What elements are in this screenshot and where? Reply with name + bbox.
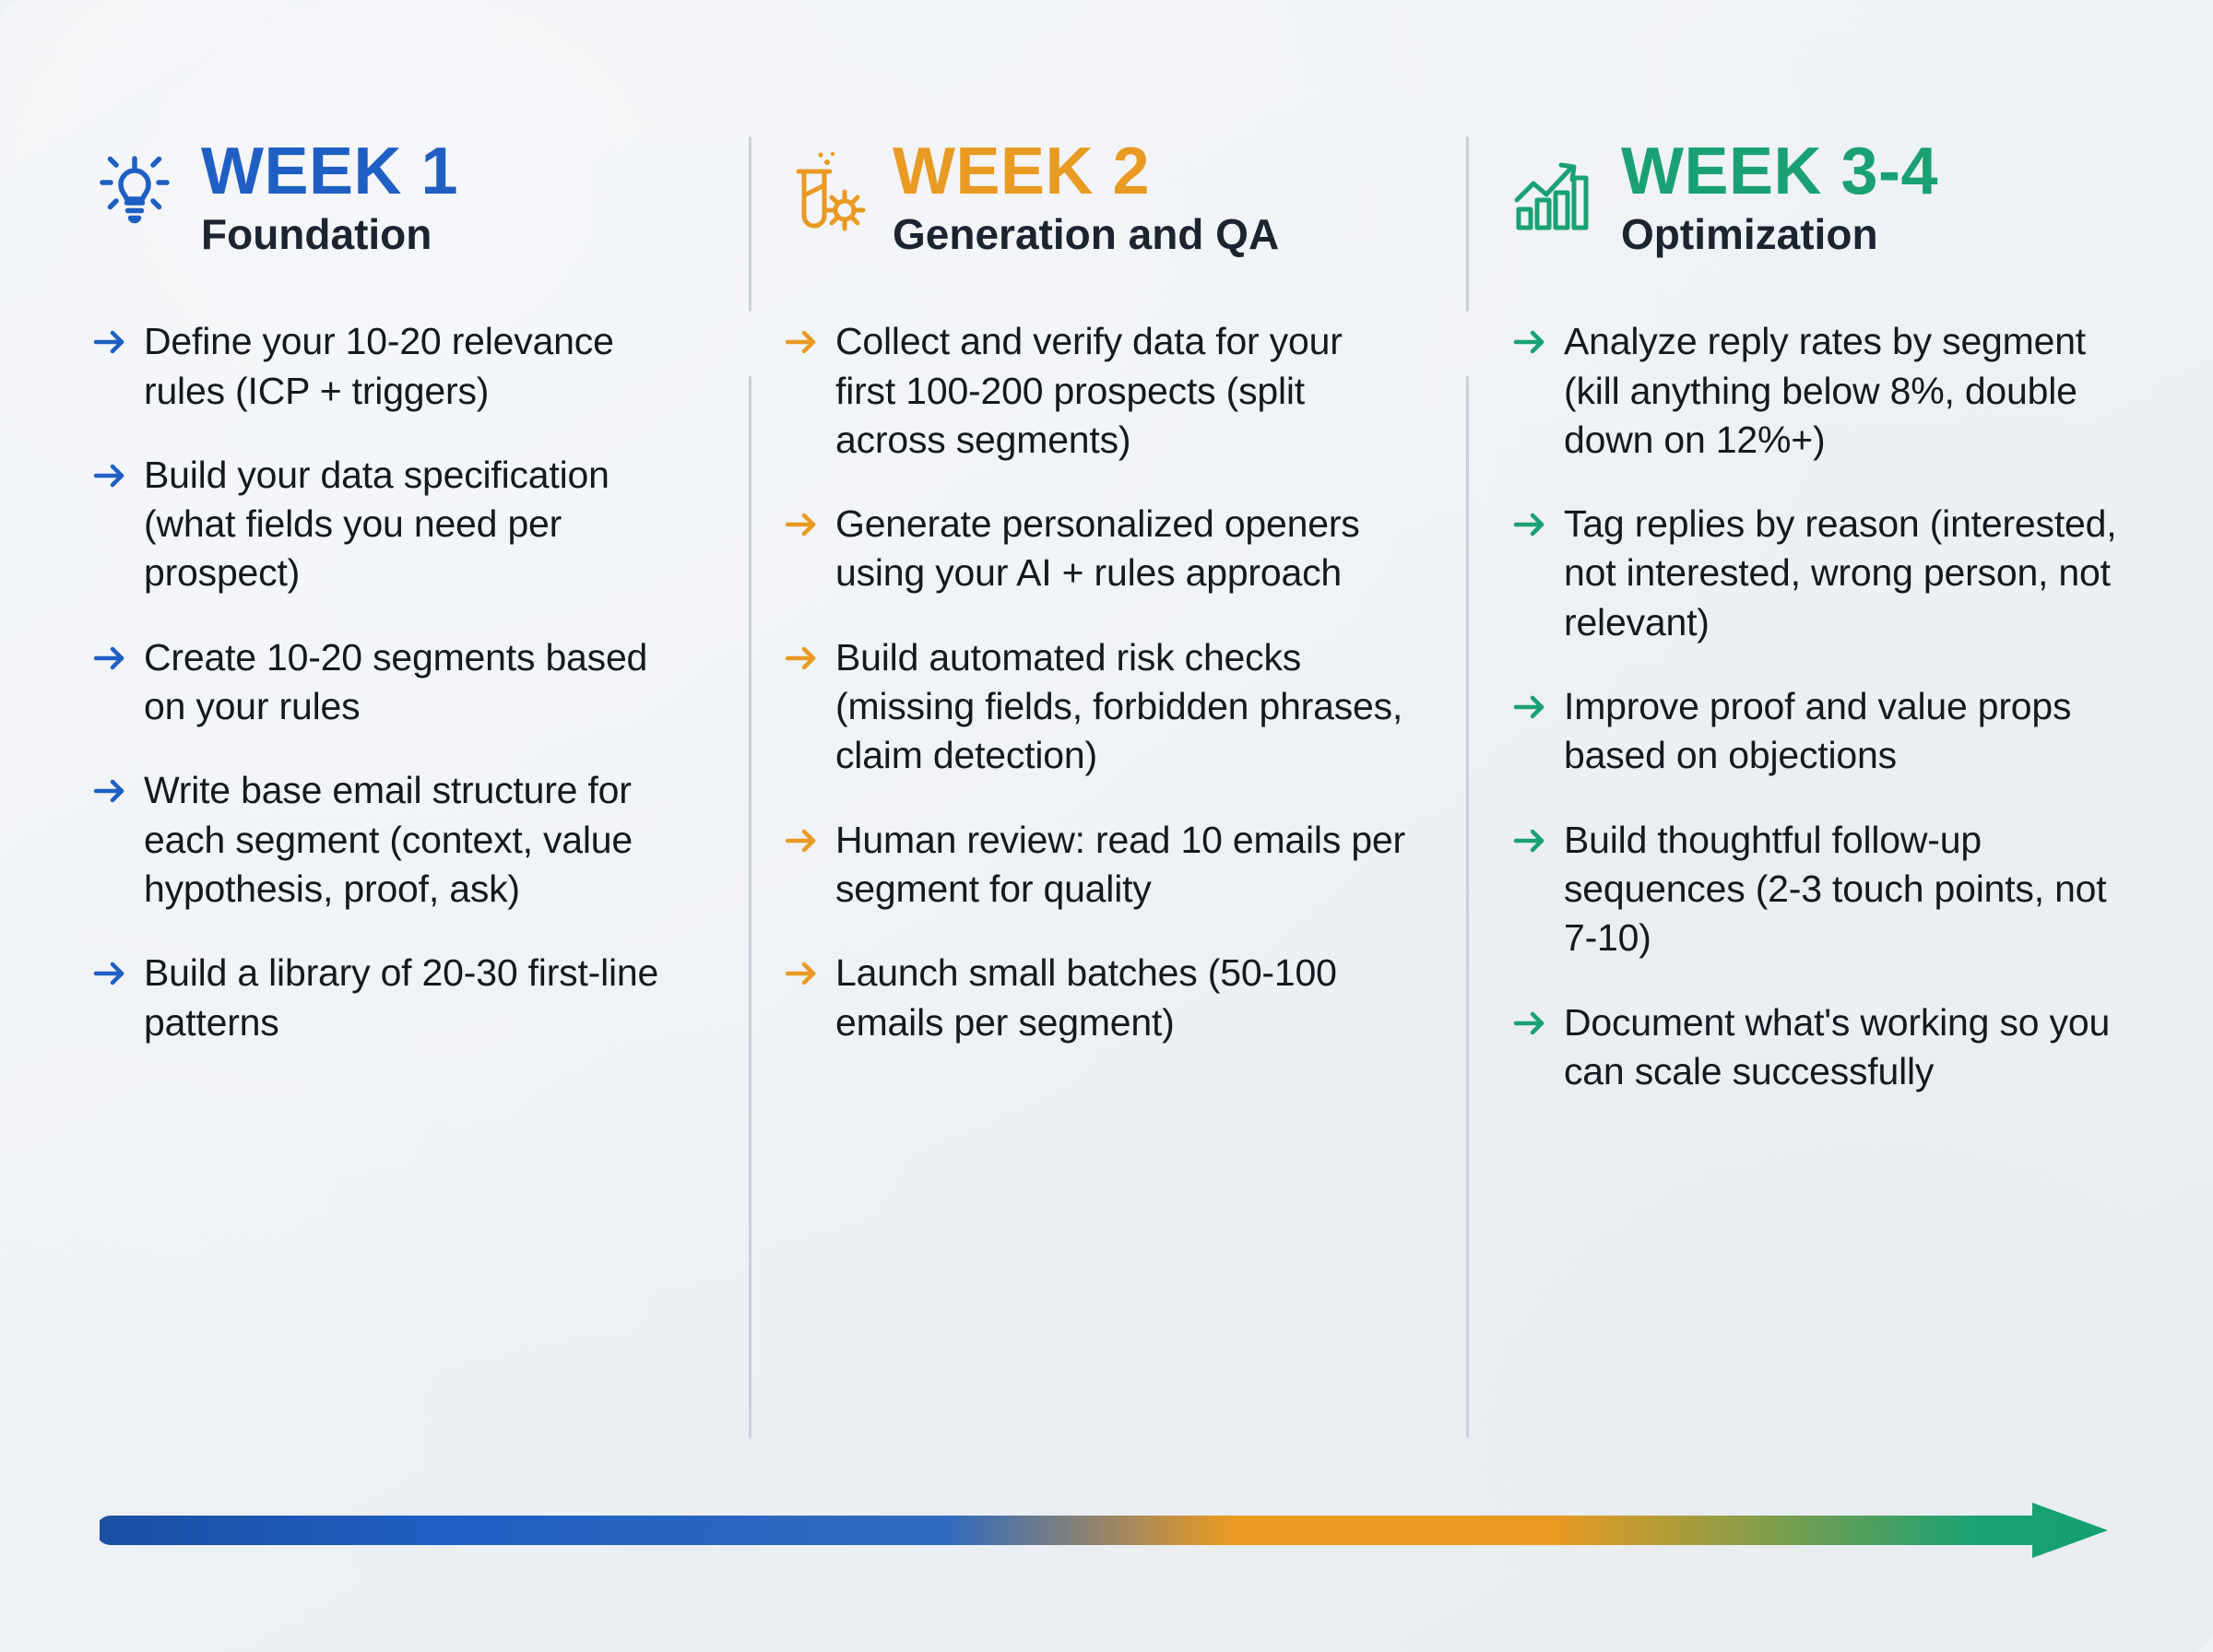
list-item-text: Build a library of 20-30 first-line patt… bbox=[144, 951, 659, 1044]
week-1-phase: Foundation bbox=[201, 210, 432, 258]
list-item: Write base email structure for each segm… bbox=[92, 766, 673, 914]
week-1-header: WEEK 1 Foundation bbox=[92, 138, 673, 256]
column-divider-2-top bbox=[1466, 136, 1469, 312]
list-item-text: Collect and verify data for your first 1… bbox=[835, 320, 1343, 461]
week-2-label: WEEK 2 bbox=[893, 135, 1151, 208]
list-item: Analyze reply rates by segment (kill any… bbox=[1512, 317, 2148, 465]
list-item: Tag replies by reason (interested, not i… bbox=[1512, 500, 2148, 647]
list-item: Launch small batches (50-100 emails per … bbox=[784, 949, 1411, 1047]
arrow-right-icon bbox=[92, 451, 129, 497]
arrow-right-icon bbox=[784, 500, 821, 546]
list-item-text: Write base email structure for each segm… bbox=[144, 769, 633, 910]
list-item: Build your data specification (what fiel… bbox=[92, 451, 673, 598]
list-item: Human review: read 10 emails per segment… bbox=[784, 816, 1411, 914]
list-item: Build thoughtful follow-up sequences (2-… bbox=[1512, 816, 2148, 963]
week-2-header-text: WEEK 2 Generation and QA bbox=[893, 138, 1411, 256]
arrow-right-icon bbox=[92, 317, 129, 363]
list-item-text: Build automated risk checks (missing fie… bbox=[835, 635, 1403, 777]
week-3-phase: Optimization bbox=[1621, 210, 1878, 258]
week-column-1: WEEK 1 Foundation Define your 10-20 rele… bbox=[0, 0, 728, 1438]
week-3-header: WEEK 3-4 Optimization bbox=[1512, 138, 2148, 256]
list-item: Collect and verify data for your first 1… bbox=[784, 317, 1411, 465]
arrow-right-icon bbox=[92, 949, 129, 995]
list-item: Improve proof and value props based on o… bbox=[1512, 682, 2148, 781]
arrow-right-icon bbox=[92, 633, 129, 679]
list-item-text: Build thoughtful follow-up sequences (2-… bbox=[1564, 818, 2107, 960]
list-item-text: Build your data specification (what fiel… bbox=[144, 453, 609, 595]
list-item-text: Define your 10-20 relevance rules (ICP +… bbox=[144, 320, 614, 412]
week-1-label: WEEK 1 bbox=[201, 135, 459, 208]
list-item: Create 10-20 segments based on your rule… bbox=[92, 633, 673, 732]
list-item-text: Human review: read 10 emails per segment… bbox=[835, 818, 1405, 910]
week-3-task-list: Analyze reply rates by segment (kill any… bbox=[1512, 317, 2148, 1096]
list-item-text: Generate personalized openers using your… bbox=[835, 502, 1360, 595]
arrow-right-icon bbox=[92, 766, 129, 812]
week-2-phase: Generation and QA bbox=[893, 210, 1280, 258]
growth-chart-icon bbox=[1512, 138, 1597, 242]
week-columns: WEEK 1 Foundation Define your 10-20 rele… bbox=[0, 0, 2213, 1438]
week-3-header-text: WEEK 3-4 Optimization bbox=[1621, 138, 2148, 256]
list-item: Define your 10-20 relevance rules (ICP +… bbox=[92, 317, 673, 416]
week-1-task-list: Define your 10-20 relevance rules (ICP +… bbox=[92, 317, 673, 1047]
week-2-task-list: Collect and verify data for your first 1… bbox=[784, 317, 1411, 1047]
list-item-text: Launch small batches (50-100 emails per … bbox=[835, 951, 1337, 1044]
list-item-text: Create 10-20 segments based on your rule… bbox=[144, 635, 648, 728]
column-divider-1-top bbox=[749, 136, 751, 312]
arrow-right-icon bbox=[784, 633, 821, 679]
list-item-text: Analyze reply rates by segment (kill any… bbox=[1564, 320, 2086, 461]
arrow-right-icon bbox=[1512, 998, 1549, 1044]
week-column-2: WEEK 2 Generation and QA Collect and ver… bbox=[728, 0, 1457, 1438]
arrow-right-icon bbox=[784, 949, 821, 995]
week-2-header: WEEK 2 Generation and QA bbox=[784, 138, 1411, 256]
column-divider-2-body bbox=[1466, 376, 1469, 1438]
arrow-right-icon bbox=[784, 816, 821, 862]
progress-arrow bbox=[100, 1501, 2119, 1560]
week-column-3: WEEK 3-4 Optimization Analyze reply rate… bbox=[1457, 0, 2213, 1438]
lightbulb-icon bbox=[92, 138, 177, 242]
list-item: Build a library of 20-30 first-line patt… bbox=[92, 949, 673, 1047]
arrow-right-icon bbox=[784, 317, 821, 363]
column-divider-1-body bbox=[749, 376, 751, 1438]
arrow-right-icon bbox=[1512, 682, 1549, 728]
list-item: Document what's working so you can scale… bbox=[1512, 998, 2148, 1097]
arrow-right-icon bbox=[1512, 500, 1549, 546]
week-1-header-text: WEEK 1 Foundation bbox=[201, 138, 673, 256]
list-item-text: Tag replies by reason (interested, not i… bbox=[1564, 502, 2117, 643]
arrow-right-icon bbox=[1512, 816, 1549, 862]
list-item-text: Document what's working so you can scale… bbox=[1564, 1000, 2111, 1092]
list-item: Generate personalized openers using your… bbox=[784, 500, 1411, 598]
arrow-right-icon bbox=[1512, 317, 1549, 363]
week-3-label: WEEK 3-4 bbox=[1621, 135, 1939, 208]
list-item: Build automated risk checks (missing fie… bbox=[784, 633, 1411, 781]
list-item-text: Improve proof and value props based on o… bbox=[1564, 685, 2072, 777]
test-tube-gear-icon bbox=[784, 138, 869, 242]
